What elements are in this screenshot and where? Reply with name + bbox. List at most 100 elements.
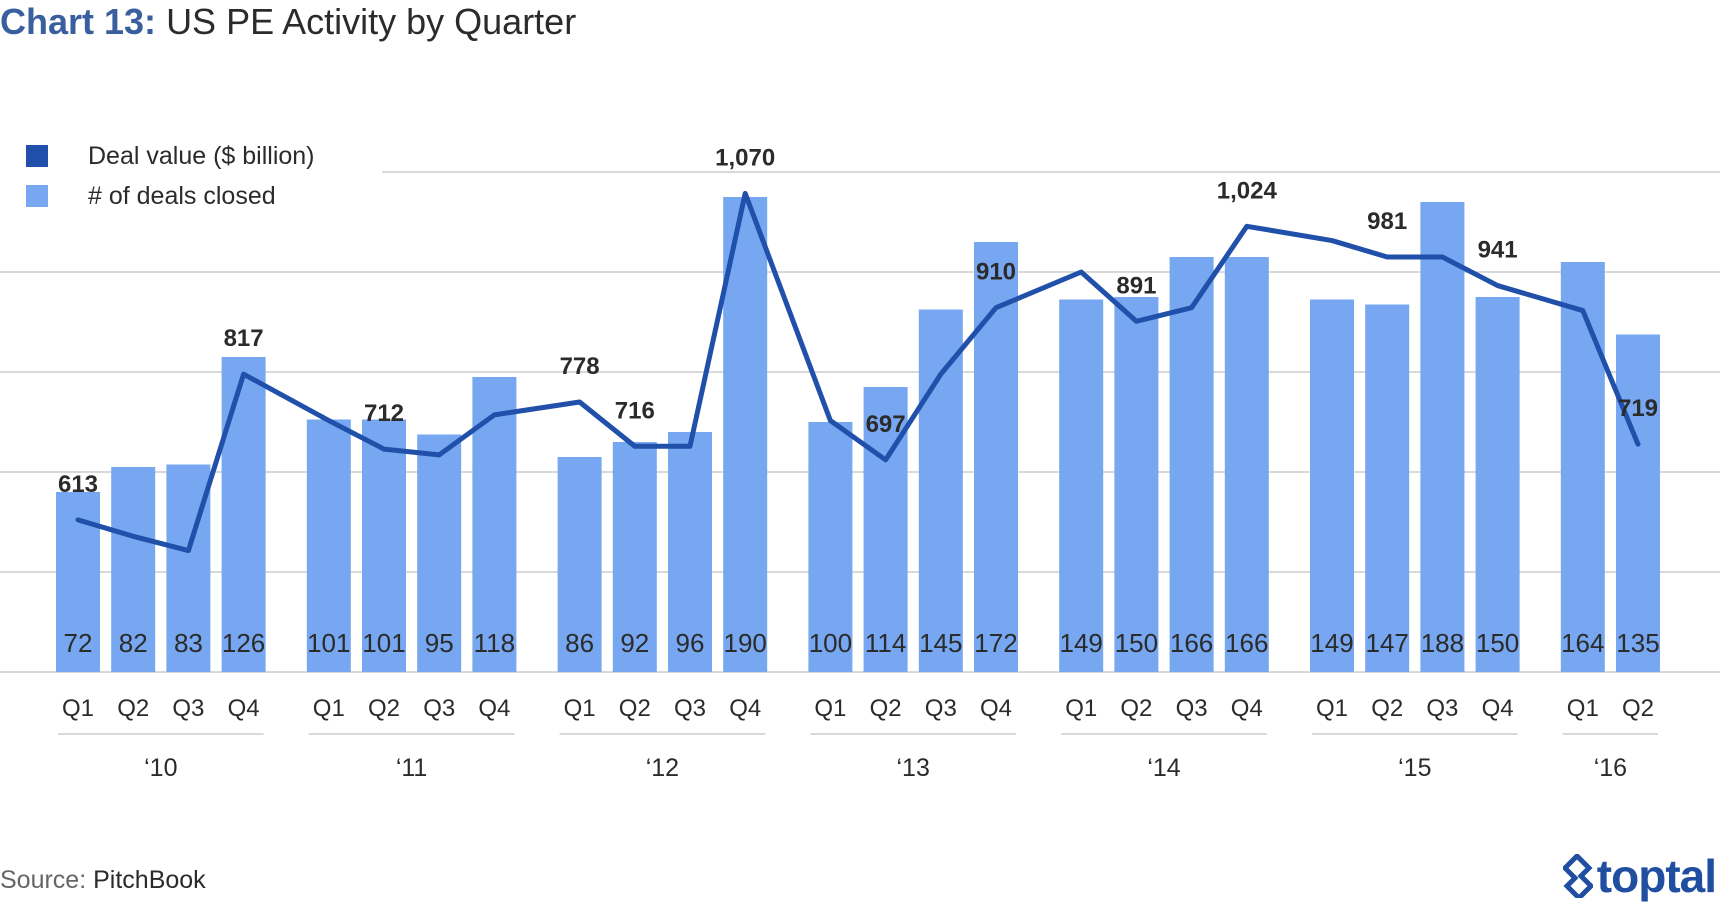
quarter-tick-label: Q4 (228, 695, 260, 722)
bar-value-label: 135 (1616, 628, 1659, 658)
quarter-tick-label: Q3 (172, 695, 204, 722)
bar-value-label: 100 (809, 628, 852, 658)
bar (1420, 202, 1465, 672)
quarter-tick-label: Q1 (62, 695, 94, 722)
bar (1169, 257, 1214, 672)
line-value-label: 941 (1478, 237, 1518, 264)
quarter-tick-label: Q1 (1316, 695, 1348, 722)
bar (1365, 304, 1410, 672)
bar (557, 457, 602, 672)
bar-value-label: 101 (307, 628, 350, 658)
bar-value-label: 83 (174, 628, 203, 658)
quarter-tick-label: Q3 (1426, 695, 1458, 722)
bar-value-label: 166 (1225, 628, 1268, 658)
bar-value-label: 72 (64, 628, 93, 658)
quarter-tick-label: Q1 (1567, 695, 1599, 722)
toptal-logo-icon (1562, 854, 1593, 898)
quarter-tick-label: Q2 (1120, 695, 1152, 722)
bar-value-label: 150 (1115, 628, 1158, 658)
line-value-label: 613 (58, 471, 98, 498)
quarter-tick-label: Q2 (117, 695, 149, 722)
bar-value-label: 147 (1366, 628, 1409, 658)
legend-label-bars: # of deals closed (88, 181, 276, 210)
bar-value-label: 150 (1476, 628, 1519, 658)
line-value-label: 778 (560, 353, 600, 380)
quarter-tick-label: Q4 (980, 695, 1012, 722)
line-value-label: 981 (1367, 208, 1407, 235)
bar-value-label: 114 (865, 628, 906, 658)
year-label: ‘10 (144, 754, 177, 782)
bar-value-label: 86 (565, 628, 594, 658)
bar-value-label: 149 (1060, 628, 1103, 658)
bar (918, 309, 963, 672)
bar-value-label: 190 (724, 628, 767, 658)
quarter-tick-label: Q1 (814, 695, 846, 722)
bar (306, 419, 351, 672)
legend-label-line: Deal value ($ billion) (88, 141, 315, 170)
bar-value-label: 149 (1310, 628, 1353, 658)
bar-value-label: 188 (1421, 628, 1464, 658)
bar (808, 422, 853, 672)
legend-swatch-bars (26, 185, 48, 207)
year-label: ‘16 (1594, 754, 1627, 782)
bar (974, 242, 1018, 672)
line-value-label: 719 (1618, 395, 1658, 422)
bar (111, 467, 156, 672)
legend: Deal value ($ billion) # of deals closed (26, 136, 315, 216)
quarter-tick-label: Q1 (313, 695, 345, 722)
legend-swatch-line (26, 145, 48, 167)
bar-value-label: 96 (676, 628, 705, 658)
bar (221, 357, 266, 672)
line-value-label: 712 (364, 400, 404, 427)
bar-value-label: 145 (919, 628, 962, 658)
quarter-tick-label: Q1 (1065, 695, 1097, 722)
bar (1616, 334, 1660, 672)
bar (362, 419, 406, 672)
quarter-tick-label: Q1 (564, 695, 596, 722)
quarter-tick-label: Q2 (1371, 695, 1403, 722)
quarter-tick-label: Q4 (1482, 695, 1514, 722)
bar (1475, 297, 1520, 672)
quarter-tick-label: Q2 (870, 695, 902, 722)
source-label: Source: (0, 866, 87, 894)
year-label: ‘13 (897, 754, 930, 782)
line-value-label: 1,070 (715, 144, 775, 171)
line-value-label: 697 (866, 411, 906, 438)
year-label: ‘15 (1398, 754, 1431, 782)
bar-value-label: 126 (222, 628, 265, 658)
bar-value-label: 172 (974, 628, 1017, 658)
bar (612, 442, 657, 672)
source-value: PitchBook (93, 866, 206, 894)
quarter-tick-label: Q4 (478, 695, 510, 722)
bar-value-label: 166 (1170, 628, 1213, 658)
line-value-label: 817 (224, 325, 264, 352)
bar (417, 434, 462, 672)
bar (1310, 299, 1354, 672)
quarter-tick-label: Q3 (674, 695, 706, 722)
quarter-tick-label: Q2 (619, 695, 651, 722)
bar-value-label: 118 (474, 628, 515, 658)
bar (1059, 299, 1104, 672)
legend-item-line: Deal value ($ billion) (26, 136, 315, 176)
bar-value-label: 82 (119, 628, 148, 658)
quarter-tick-label: Q2 (368, 695, 400, 722)
year-label: ‘12 (646, 754, 679, 782)
quarter-tick-label: Q4 (1231, 695, 1263, 722)
line-series (75, 190, 1641, 554)
year-label: ‘14 (1147, 754, 1180, 782)
logo-text: toptal (1596, 850, 1717, 902)
quarter-tick-label: Q3 (925, 695, 957, 722)
line-value-label: 910 (976, 259, 1016, 286)
line-value-label: 891 (1116, 272, 1156, 299)
toptal-logo: toptal (1562, 850, 1717, 902)
line-value-label: 716 (615, 397, 655, 424)
bar (723, 197, 768, 672)
bar-value-label: 95 (425, 628, 454, 658)
bar (668, 432, 712, 672)
chart-title-main: US PE Activity by Quarter (166, 1, 577, 42)
bar (1560, 262, 1605, 672)
line-value-label: 1,024 (1217, 177, 1278, 204)
bar (1224, 257, 1269, 672)
bar-value-label: 164 (1561, 628, 1604, 658)
bar-value-label: 92 (620, 628, 649, 658)
